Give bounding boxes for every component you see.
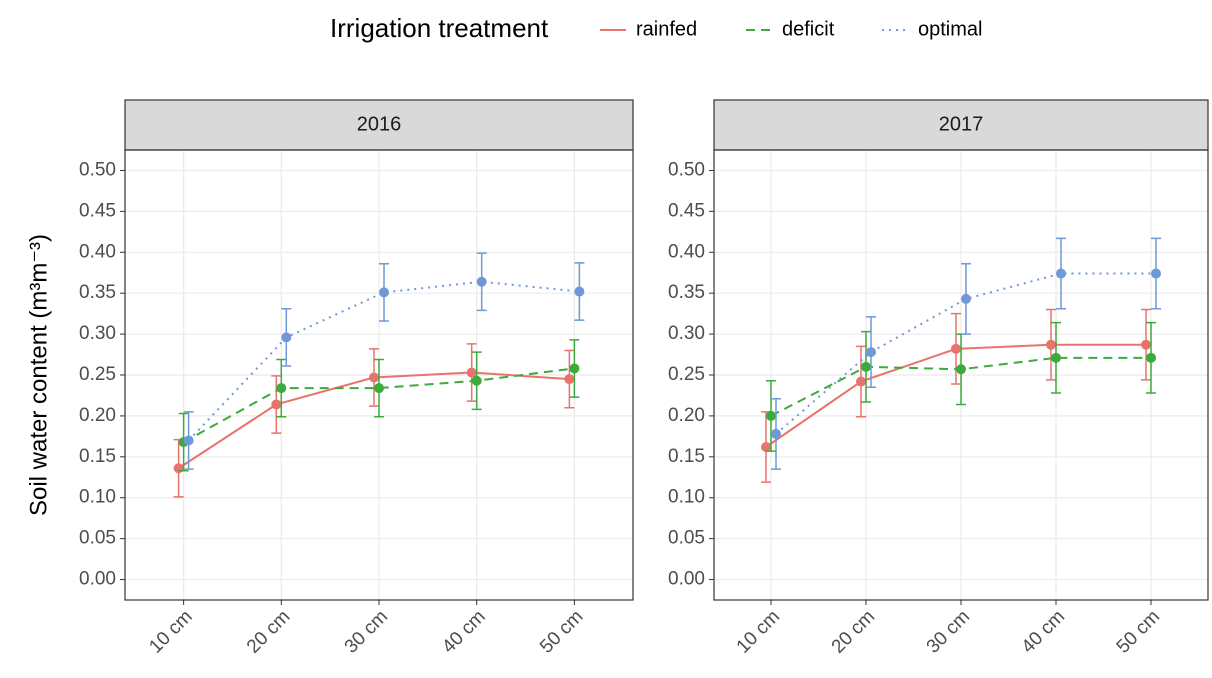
- point: [466, 367, 477, 378]
- y-tick-label: 0.00: [79, 569, 116, 590]
- point: [766, 410, 776, 421]
- y-tick-label: 0.20: [668, 405, 705, 426]
- x-tick-label: 20 cm: [828, 606, 879, 657]
- panel-border: [713, 149, 1209, 601]
- y-tick-label: 0.05: [79, 528, 116, 549]
- panel-title: 2016: [357, 113, 402, 135]
- point: [173, 463, 184, 474]
- y-tick-label: 0.00: [668, 569, 705, 590]
- point: [861, 361, 871, 372]
- y-tick-label: 0.40: [79, 241, 116, 262]
- point: [476, 276, 487, 287]
- x-tick-label: 50 cm: [1113, 606, 1164, 657]
- y-tick-label: 0.45: [668, 200, 705, 221]
- point: [761, 442, 771, 452]
- point: [961, 293, 971, 304]
- x-tick-label: 40 cm: [438, 606, 489, 657]
- y-tick-label: 0.05: [668, 528, 705, 549]
- point: [1146, 352, 1156, 363]
- y-tick-label: 0.30: [668, 323, 705, 344]
- x-tick-label: 10 cm: [145, 606, 196, 657]
- point: [369, 372, 379, 383]
- point: [569, 363, 580, 374]
- legend-title: Irrigation treatment: [330, 13, 549, 43]
- y-tick-label: 0.15: [79, 446, 116, 467]
- panel-strip: [124, 99, 634, 151]
- y-tick-label: 0.45: [79, 200, 116, 221]
- point: [1141, 339, 1151, 350]
- point: [574, 286, 585, 297]
- y-tick-label: 0.25: [79, 364, 116, 385]
- point: [471, 375, 482, 386]
- panel-strip: [713, 99, 1209, 151]
- point: [183, 435, 194, 446]
- point: [856, 376, 866, 387]
- point: [271, 399, 282, 410]
- x-tick-label: 30 cm: [341, 606, 392, 657]
- y-tick-label: 0.50: [79, 159, 116, 180]
- point: [379, 287, 389, 298]
- x-tick-label: 10 cm: [733, 606, 784, 657]
- y-tick-label: 0.30: [79, 323, 116, 344]
- point: [281, 332, 292, 343]
- y-tick-label: 0.15: [668, 446, 705, 467]
- point: [276, 383, 287, 394]
- y-tick-label: 0.10: [668, 487, 705, 508]
- legend-label: rainfed: [636, 18, 697, 40]
- panel-title: 2017: [939, 113, 984, 135]
- y-tick-label: 0.35: [668, 282, 705, 303]
- x-tick-label: 20 cm: [243, 606, 294, 657]
- y-tick-label: 0.20: [79, 405, 116, 426]
- point: [1051, 352, 1061, 363]
- x-tick-label: 40 cm: [1018, 606, 1069, 657]
- point: [374, 383, 384, 394]
- y-axis-label: Soil water content (m³m⁻³): [25, 234, 52, 516]
- y-tick-label: 0.40: [668, 241, 705, 262]
- legend-label: optimal: [918, 18, 982, 40]
- point: [1046, 339, 1056, 350]
- y-tick-label: 0.25: [668, 364, 705, 385]
- y-tick-label: 0.50: [668, 159, 705, 180]
- point: [1151, 268, 1161, 279]
- point: [1056, 268, 1066, 279]
- series-line: [775, 272, 1156, 435]
- point: [564, 374, 575, 385]
- x-tick-label: 30 cm: [923, 606, 974, 657]
- point: [956, 364, 966, 375]
- x-tick-label: 50 cm: [536, 606, 587, 657]
- y-tick-label: 0.35: [79, 282, 116, 303]
- point: [771, 428, 781, 439]
- point: [951, 343, 961, 354]
- point: [866, 347, 876, 358]
- y-tick-label: 0.10: [79, 487, 116, 508]
- legend-label: deficit: [782, 18, 835, 40]
- panel-border: [124, 149, 634, 601]
